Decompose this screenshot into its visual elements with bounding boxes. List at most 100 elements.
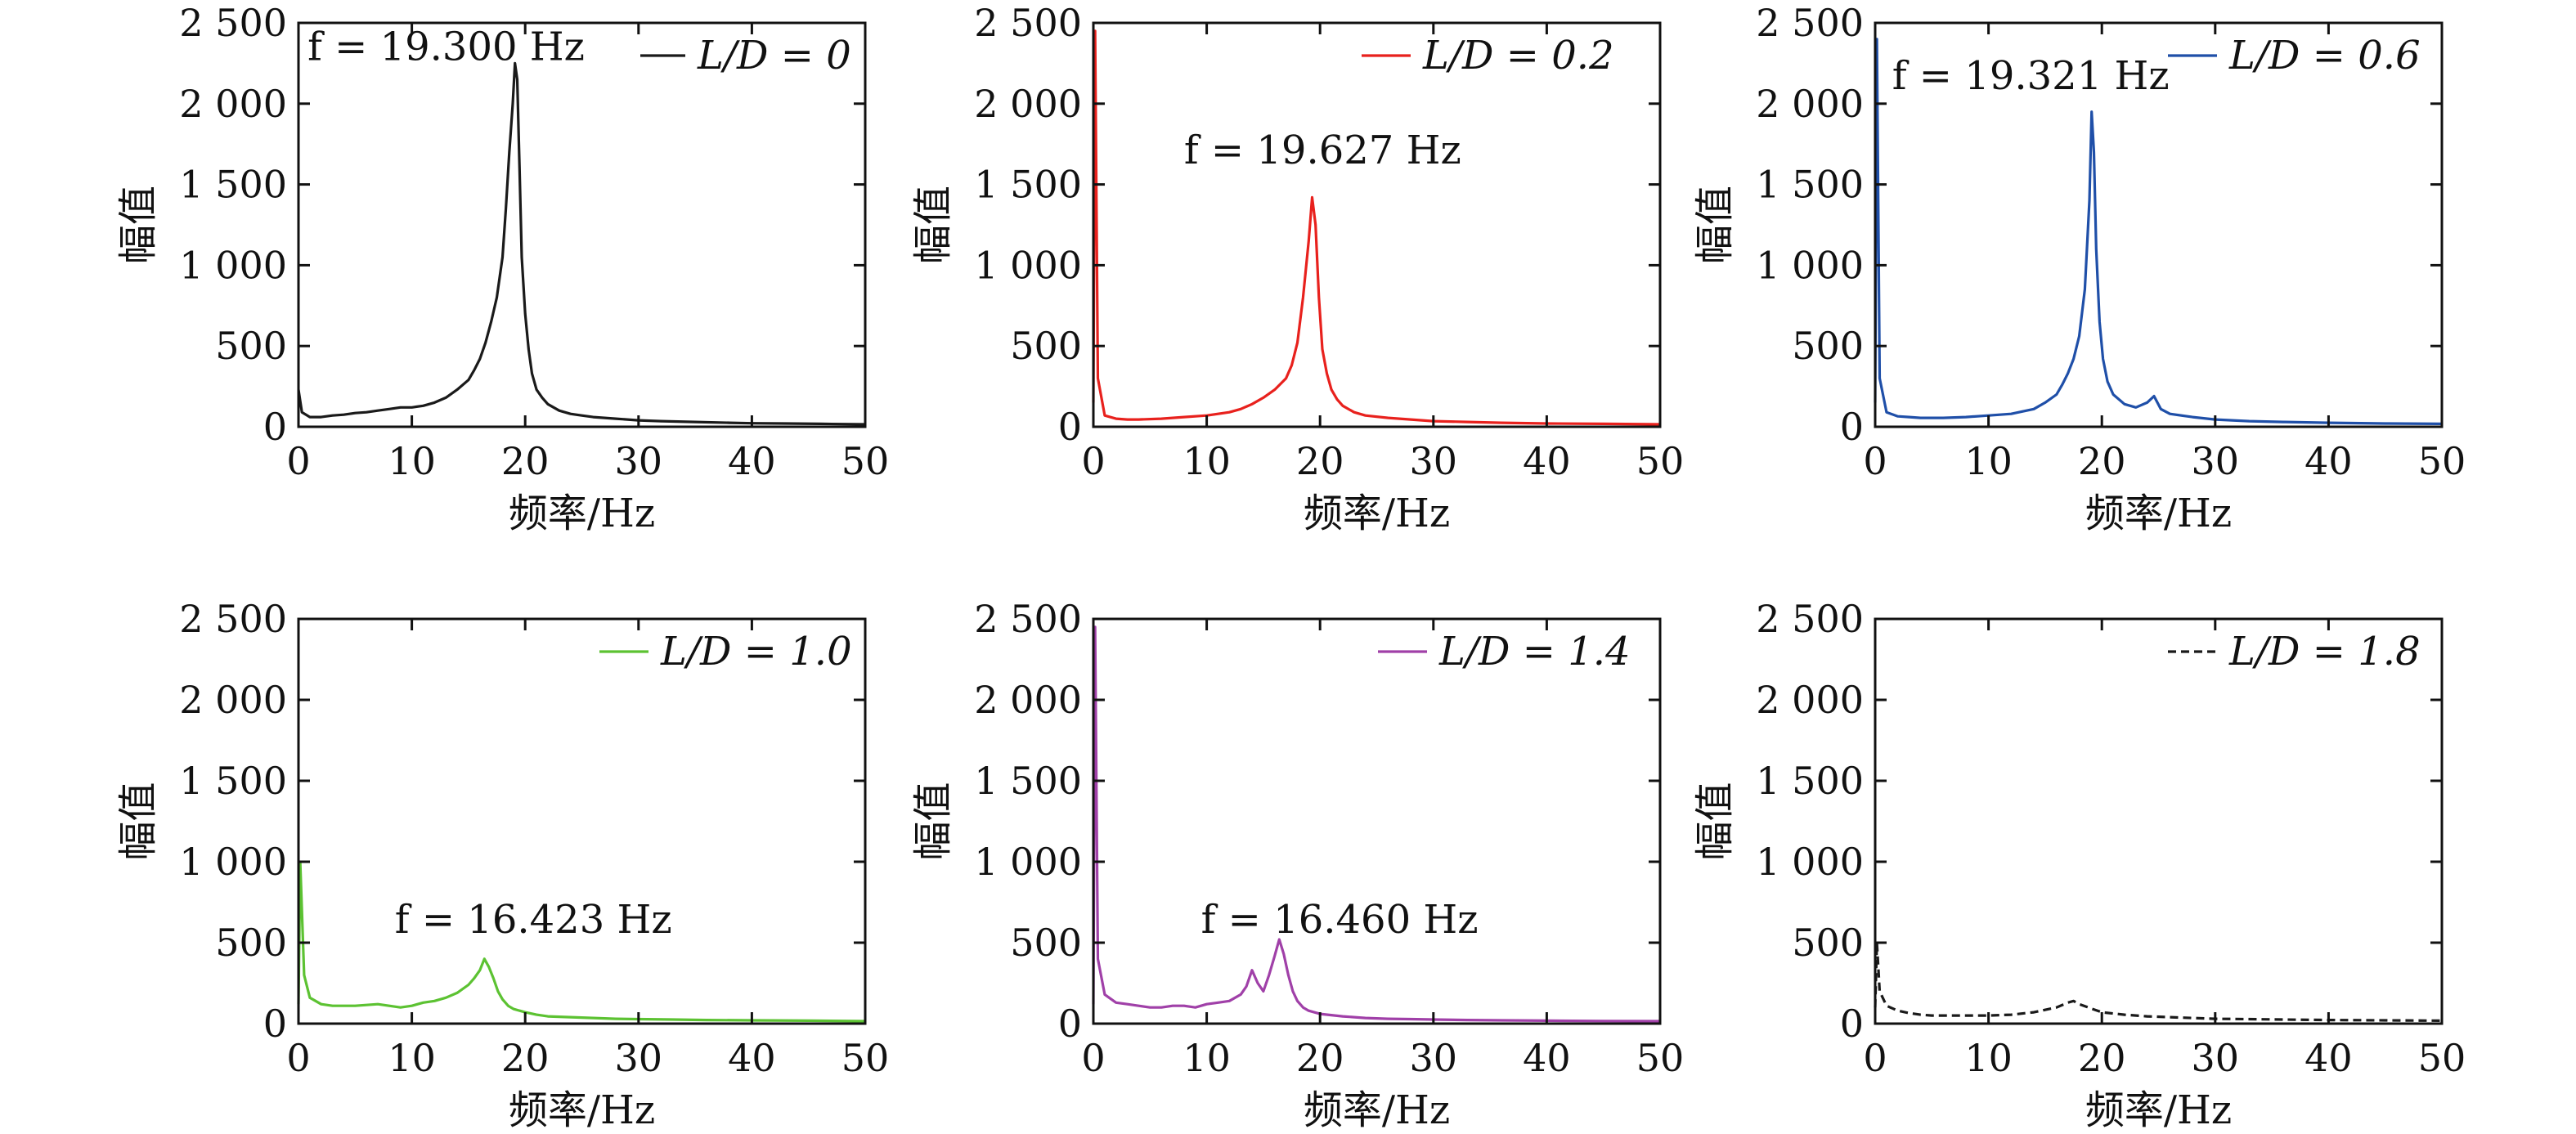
y-tick-label: 0 xyxy=(1840,1002,1864,1046)
x-tick-label: 50 xyxy=(2418,1036,2466,1080)
plot-frame xyxy=(1874,617,2444,1025)
y-tick-label: 0 xyxy=(1058,405,1082,449)
x-tick-label: 10 xyxy=(388,1036,436,1080)
peak-frequency-annotation: f = 19.321 Hz xyxy=(1892,53,2170,99)
y-tick-label: 0 xyxy=(263,1002,287,1046)
x-axis-label: 频率/Hz xyxy=(509,1087,655,1133)
y-tick-label: 2 000 xyxy=(179,82,287,126)
y-axis-label: 幅值 xyxy=(115,186,161,264)
data-series-line xyxy=(1092,625,1661,1023)
y-tick-label: 0 xyxy=(1058,1002,1082,1046)
peak-frequency-annotation: f = 19.627 Hz xyxy=(1184,128,1461,173)
x-tick-label: 40 xyxy=(2304,1036,2353,1080)
y-axis-label: 幅值 xyxy=(910,186,956,264)
x-tick-label: 0 xyxy=(1863,1036,1887,1080)
y-tick-label: 500 xyxy=(1010,921,1082,965)
x-tick-label: 0 xyxy=(1081,1036,1105,1080)
y-tick-label: 2 500 xyxy=(974,597,1082,641)
plot-frame xyxy=(297,617,867,1025)
y-tick-label: 2 500 xyxy=(179,597,287,641)
y-tick-label: 500 xyxy=(1010,324,1082,368)
y-tick-label: 2 000 xyxy=(1756,678,1864,722)
data-series-line xyxy=(1092,29,1661,426)
y-tick-label: 1 500 xyxy=(1756,759,1864,803)
x-tick-label: 20 xyxy=(1296,1036,1344,1080)
x-tick-label: 20 xyxy=(501,1036,550,1080)
y-tick-label: 500 xyxy=(1792,324,1864,368)
x-tick-label: 40 xyxy=(1523,1036,1571,1080)
x-tick-label: 30 xyxy=(2192,1036,2240,1080)
legend-label: L/D = 1.4 xyxy=(1438,629,1631,675)
x-axis-label: 频率/Hz xyxy=(2085,491,2232,536)
x-tick-label: 40 xyxy=(2304,439,2353,483)
x-tick-label: 30 xyxy=(1410,1036,1458,1080)
y-tick-label: 1 500 xyxy=(974,759,1082,803)
plot-frame xyxy=(1092,21,1662,428)
x-tick-label: 0 xyxy=(1081,439,1105,483)
y-tick-label: 1 500 xyxy=(179,163,287,207)
x-tick-label: 40 xyxy=(1523,439,1571,483)
y-tick-label: 500 xyxy=(215,324,287,368)
x-tick-label: 40 xyxy=(728,439,776,483)
plot-frame xyxy=(1092,617,1662,1025)
x-axis-label: 频率/Hz xyxy=(1304,1087,1450,1133)
y-axis-label: 幅值 xyxy=(1692,782,1738,860)
legend-label: L/D = 0.2 xyxy=(1422,33,1614,78)
peak-frequency-annotation: f = 19.300 Hz xyxy=(307,24,585,69)
data-series-line xyxy=(297,860,866,1023)
plot-frame xyxy=(297,21,867,428)
y-axis-label: 幅值 xyxy=(1692,186,1738,264)
x-tick-label: 10 xyxy=(1183,1036,1231,1080)
x-tick-label: 10 xyxy=(1183,439,1231,483)
peak-frequency-annotation: f = 16.460 Hz xyxy=(1201,897,1479,943)
x-tick-label: 30 xyxy=(2192,439,2240,483)
y-tick-label: 1 000 xyxy=(1756,840,1864,884)
x-tick-label: 10 xyxy=(1964,439,2013,483)
x-tick-label: 50 xyxy=(841,439,890,483)
peak-frequency-annotation: f = 16.423 Hz xyxy=(395,897,672,943)
y-tick-label: 2 500 xyxy=(179,1,287,45)
legend-label: L/D = 0.6 xyxy=(2228,33,2421,78)
data-series-line xyxy=(1874,941,2443,1022)
y-tick-label: 1 000 xyxy=(974,243,1082,287)
x-tick-label: 20 xyxy=(501,439,550,483)
x-tick-label: 10 xyxy=(1964,1036,2013,1080)
y-axis-label: 幅值 xyxy=(115,782,161,860)
y-tick-label: 2 500 xyxy=(1756,597,1864,641)
x-tick-label: 30 xyxy=(615,1036,663,1080)
y-tick-label: 500 xyxy=(215,921,287,965)
y-tick-label: 1 000 xyxy=(179,243,287,287)
y-tick-label: 2 500 xyxy=(974,1,1082,45)
x-tick-label: 20 xyxy=(1296,439,1344,483)
y-tick-label: 2 000 xyxy=(1756,82,1864,126)
x-tick-label: 0 xyxy=(286,1036,310,1080)
legend-label: L/D = 1.8 xyxy=(2228,629,2421,675)
x-tick-label: 0 xyxy=(286,439,310,483)
y-tick-label: 1 500 xyxy=(179,759,287,803)
data-series-line xyxy=(1874,38,2443,425)
data-series-line xyxy=(297,61,866,426)
x-tick-label: 30 xyxy=(1410,439,1458,483)
y-tick-label: 500 xyxy=(1792,921,1864,965)
y-tick-label: 2 500 xyxy=(1756,1,1864,45)
x-axis-label: 频率/Hz xyxy=(2085,1087,2232,1133)
x-tick-label: 50 xyxy=(2418,439,2466,483)
y-tick-label: 1 000 xyxy=(179,840,287,884)
x-tick-label: 50 xyxy=(1636,1036,1685,1080)
x-tick-label: 20 xyxy=(2078,439,2126,483)
x-tick-label: 50 xyxy=(841,1036,890,1080)
y-tick-label: 2 000 xyxy=(974,678,1082,722)
x-tick-label: 10 xyxy=(388,439,436,483)
x-tick-label: 30 xyxy=(615,439,663,483)
x-tick-label: 0 xyxy=(1863,439,1887,483)
legend-label: L/D = 0 xyxy=(697,33,851,78)
plot-frame xyxy=(1874,21,2444,428)
y-tick-label: 1 000 xyxy=(1756,243,1864,287)
y-tick-label: 1 000 xyxy=(974,840,1082,884)
y-axis-label: 幅值 xyxy=(910,782,956,860)
